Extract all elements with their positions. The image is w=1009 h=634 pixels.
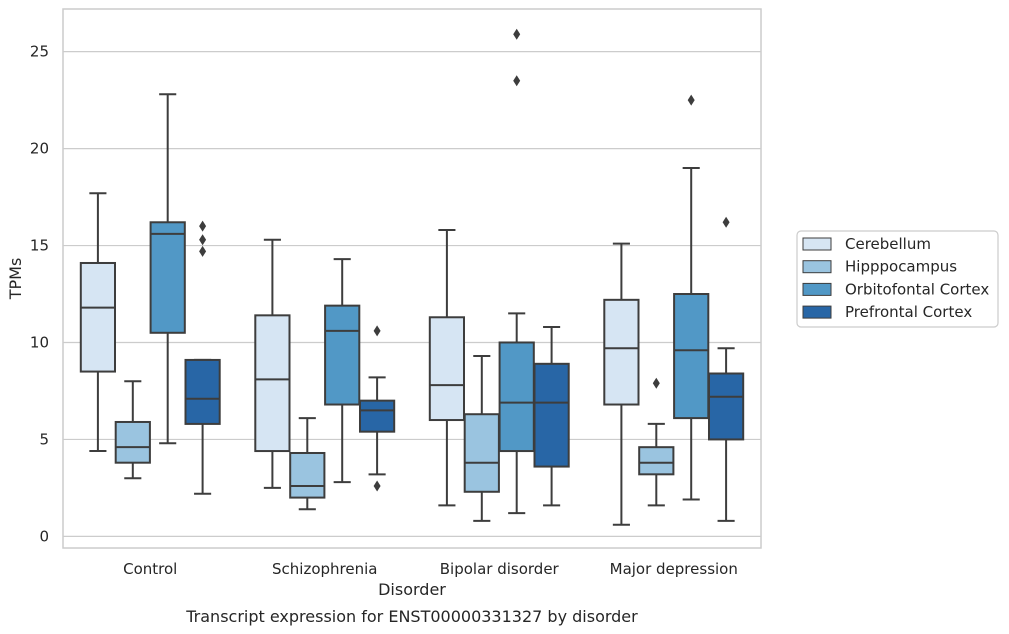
box-iqr (358, 399, 396, 433)
box-orbitofontal-cortex (498, 28, 535, 515)
box-cerebellum (79, 192, 117, 453)
outlier-point (373, 325, 381, 337)
box-iqr (428, 316, 466, 422)
box-hipppocampus (638, 377, 675, 507)
outlier-point (513, 75, 521, 87)
plot-frame (62, 8, 762, 549)
y-tick-label: 10 (30, 333, 49, 351)
legend-label: Cerebellum (845, 235, 931, 253)
y-tick-labels: 0 5 10 15 20 25 (30, 43, 49, 546)
legend: Cerebellum Hipppocampus Orbitofontal Corte… (796, 230, 999, 328)
box-iqr (149, 221, 186, 334)
x-tick-label: Schizophrenia (272, 560, 377, 578)
outlier-point (652, 377, 660, 389)
box-orbitofontal-cortex (673, 94, 710, 501)
box-iqr (533, 362, 570, 468)
y-tick-label: 15 (30, 237, 49, 255)
box-iqr (254, 314, 291, 453)
box-cerebellum (428, 229, 466, 507)
box-iqr (603, 298, 640, 406)
box-iqr (79, 261, 117, 373)
outlier-point (199, 245, 207, 257)
chart-caption: Transcript expression for ENST0000033132… (185, 607, 638, 626)
box-hipppocampus (289, 417, 326, 511)
box-orbitofontal-cortex (149, 93, 186, 445)
legend-label: Prefrontal Cortex (845, 303, 972, 321)
box-prefrontal-cortex (707, 216, 745, 522)
box-iqr (707, 372, 745, 441)
y-tick-label: 20 (30, 140, 49, 158)
box-iqr (673, 293, 710, 420)
outlier-point (199, 220, 207, 232)
box-iqr (498, 341, 535, 453)
outlier-point (722, 216, 730, 228)
box-prefrontal-cortex (184, 220, 221, 495)
y-tick-label: 25 (30, 43, 49, 61)
x-axis-label: Disorder (378, 580, 446, 599)
legend-frame (796, 230, 999, 328)
outlier-point (199, 234, 207, 246)
x-tick-label: Control (123, 560, 177, 578)
box-iqr (184, 358, 221, 425)
outlier-point (513, 28, 521, 40)
outlier-point (373, 480, 381, 492)
legend-swatch (802, 260, 832, 274)
legend-swatch (802, 282, 832, 296)
legend-swatch (802, 237, 832, 251)
y-tick-label: 0 (39, 527, 49, 545)
box-iqr (114, 420, 151, 464)
box-iqr (463, 413, 500, 493)
outlier-point (687, 94, 695, 106)
boxes-layer (79, 28, 745, 526)
box-cerebellum (603, 242, 640, 526)
legend-swatch (802, 305, 832, 319)
box-orbitofontal-cortex (324, 258, 361, 484)
y-axis-label: TPMs (6, 258, 25, 301)
x-tick-labels: Control Schizophrenia Bipolar disorder Majo… (123, 560, 738, 578)
box-iqr (638, 446, 675, 476)
x-tick-label: Bipolar disorder (440, 560, 560, 578)
box-hipppocampus (463, 355, 500, 522)
y-tick-label: 5 (39, 430, 49, 448)
legend-label: Hipppocampus (845, 258, 957, 276)
box-iqr (289, 451, 326, 499)
box-cerebellum (254, 238, 291, 489)
legend-label: Orbitofontal Cortex (845, 280, 989, 298)
box-prefrontal-cortex (358, 325, 396, 492)
box-hipppocampus (114, 380, 151, 480)
box-prefrontal-cortex (533, 325, 570, 507)
box-iqr (324, 304, 361, 406)
x-tick-label: Major depression (610, 560, 738, 578)
